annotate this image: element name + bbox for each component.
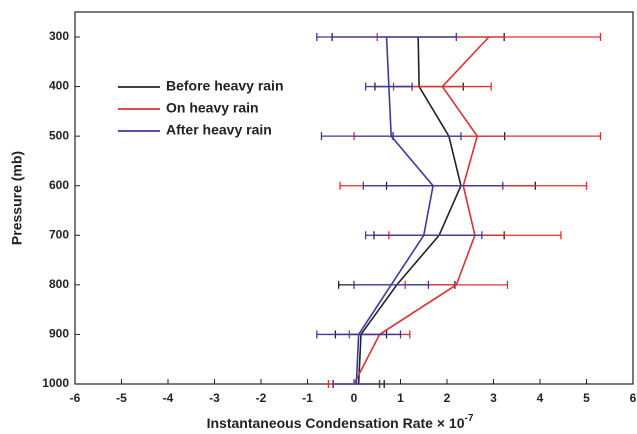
legend-label: Before heavy rain bbox=[166, 78, 284, 94]
x-tick-label: 1 bbox=[397, 391, 404, 405]
series-line bbox=[355, 36, 434, 385]
x-tick-label: 6 bbox=[630, 391, 637, 405]
x-tick-label: -2 bbox=[256, 391, 267, 405]
y-tick-label: 900 bbox=[49, 327, 69, 341]
y-tick-label: 700 bbox=[49, 227, 69, 241]
plot-frame bbox=[74, 11, 634, 385]
y-tick-label: 1000 bbox=[42, 376, 69, 390]
x-tick-label: 3 bbox=[490, 391, 497, 405]
y-axis-label: Pressure (mb) bbox=[9, 151, 25, 245]
x-axis-label-exponent: -7 bbox=[464, 413, 473, 424]
x-axis-label-main: Instantaneous Condensation Rate × 10 bbox=[207, 415, 465, 431]
x-tick-label: -5 bbox=[116, 391, 127, 405]
y-tick-label: 600 bbox=[49, 178, 69, 192]
x-tick-label: 0 bbox=[351, 391, 358, 405]
y-tick-label: 300 bbox=[49, 29, 69, 43]
series-line bbox=[353, 36, 490, 385]
x-axis-label: Instantaneous Condensation Rate × 10-7 bbox=[207, 413, 474, 431]
x-tick-label: 5 bbox=[583, 391, 590, 405]
legend-label: On heavy rain bbox=[166, 100, 259, 116]
series-line bbox=[357, 36, 462, 385]
y-tick-label: 500 bbox=[49, 128, 69, 142]
x-tick-label: 2 bbox=[444, 391, 451, 405]
x-tick-label: -3 bbox=[209, 391, 220, 405]
x-tick-label: -1 bbox=[302, 391, 313, 405]
x-tick-label: -4 bbox=[163, 391, 174, 405]
y-tick-label: 800 bbox=[49, 277, 69, 291]
y-tick-label: 400 bbox=[49, 79, 69, 93]
legend-label: After heavy rain bbox=[166, 122, 272, 138]
x-tick-label: 4 bbox=[537, 391, 544, 405]
x-tick-label: -6 bbox=[70, 391, 81, 405]
